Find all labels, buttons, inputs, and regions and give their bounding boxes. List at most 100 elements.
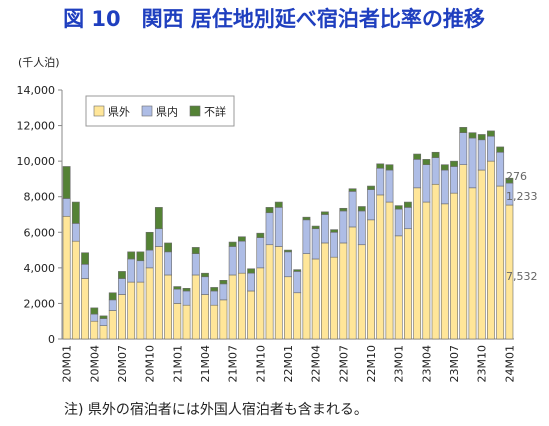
bar-segment-kennai: [173, 288, 182, 304]
bar-segment-kennai: [81, 263, 89, 279]
bar-segment-kennai: [191, 253, 200, 276]
bar-segment-kennai: [265, 212, 274, 246]
bar-segment-fusho: [265, 207, 274, 214]
bar-segment-fusho: [127, 251, 136, 260]
bar-segment-kennai: [136, 260, 145, 283]
x-tick-label: 23M01: [393, 345, 406, 383]
y-tick-label: 4,000: [24, 262, 56, 275]
bar-segment-kengai: [274, 246, 283, 340]
y-tick-label: 10,000: [17, 155, 56, 168]
bar-segment-kennai: [422, 164, 431, 203]
legend-label: 県外: [108, 106, 130, 119]
bar-segment-kennai: [62, 198, 71, 217]
bar-segment-fusho: [284, 249, 292, 253]
bar-segment-kennai: [468, 137, 477, 189]
x-tick-label: 23M04: [420, 345, 433, 383]
bar-segment-fusho: [99, 315, 108, 319]
x-tick-label: 22M01: [282, 345, 295, 383]
bar-segment-kengai: [496, 185, 505, 340]
bar-segment-fusho: [182, 288, 191, 292]
bar-segment-kengai: [62, 215, 71, 340]
bar-segment-fusho: [413, 153, 422, 160]
bar-segment-kengai: [182, 304, 191, 340]
bar-segment-kennai: [71, 223, 80, 242]
bar-segment-fusho: [468, 132, 477, 139]
bar-segment-kengai: [487, 160, 495, 340]
bar-segment-kennai: [348, 191, 357, 228]
bar-segment-fusho: [302, 216, 311, 221]
bar-segment-kennai: [330, 231, 339, 258]
chart: 図 10 関西 居住地別延べ宿泊者比率の推移 (千人泊) 0 2,000 4,000…: [17, 7, 538, 383]
bar-segment-fusho: [108, 292, 117, 301]
y-tick-label: 8,000: [24, 191, 56, 204]
bar-segment-fusho: [330, 229, 339, 233]
bar-segment-kennai: [127, 258, 136, 283]
bar-segment-kengai: [201, 294, 209, 340]
chart-title: 図 10 関西 居住地別延べ宿泊者比率の推移: [63, 7, 485, 31]
bar-segment-kengai: [256, 267, 265, 340]
bar-segment-fusho: [367, 185, 375, 190]
x-tick-label: 20M10: [144, 345, 157, 383]
bar-segment-kengai: [422, 201, 431, 340]
bar-segment-kennai: [404, 207, 412, 230]
bar-segment-kennai: [339, 210, 348, 244]
x-tick-label: 21M01: [171, 345, 184, 383]
bar-segment-fusho: [321, 211, 329, 215]
bar-segment-kengai: [145, 267, 154, 340]
bar-segment-kengai: [265, 244, 274, 340]
bar-segment-kennai: [394, 208, 403, 237]
y-tick-label: 2,000: [24, 297, 56, 310]
bar-segment-kengai: [164, 274, 172, 340]
bar-segment-kengai: [108, 310, 117, 340]
bar-segment-fusho: [164, 242, 172, 253]
bar-segment-fusho: [293, 269, 302, 272]
legend-swatch: [93, 105, 105, 117]
bar-segment-fusho: [154, 207, 163, 230]
bar-segment-kengai: [367, 219, 375, 340]
bar-segment-kennai: [376, 167, 385, 196]
x-tick-label: 21M10: [254, 345, 267, 383]
bar-segment-fusho: [459, 127, 468, 133]
bar-segment-fusho: [394, 205, 403, 210]
bar-segment-kennai: [357, 210, 366, 246]
bar-segment-kennai: [293, 271, 302, 294]
bar-segment-fusho: [256, 232, 265, 238]
bar-segment-kengai: [154, 246, 163, 340]
bar-segment-kennai: [413, 159, 422, 189]
bar-segment-kennai: [450, 166, 458, 194]
bar-segment-kengai: [81, 278, 89, 340]
bar-segment-kengai: [302, 253, 311, 340]
bar-segment-kengai: [431, 183, 440, 340]
bar-segment-fusho: [348, 188, 357, 192]
bar-segment-fusho: [496, 146, 505, 153]
bar-segment-kengai: [247, 290, 255, 340]
bar-segment-fusho: [376, 163, 385, 169]
bar-segment-kennai: [311, 228, 320, 260]
y-tick-label: 0: [48, 333, 55, 346]
bar-segment-kengai: [71, 240, 80, 340]
bar-segment-kengai: [293, 292, 302, 340]
bar-segment-fusho: [237, 236, 246, 242]
bar-segment-kennai: [99, 318, 108, 326]
bar-segment-kengai: [357, 244, 366, 340]
bar-segment-fusho: [81, 252, 89, 265]
x-tick-label: 23M07: [448, 345, 461, 383]
bar-segment-kennai: [145, 249, 154, 269]
bar-segment-kennai: [284, 251, 292, 278]
bar-segment-kengai: [311, 258, 320, 340]
bar-segment-kengai: [99, 325, 108, 340]
bar-segment-fusho: [191, 247, 200, 254]
x-tick-label: 22M04: [310, 345, 323, 383]
x-tick-label: 22M10: [365, 345, 378, 383]
bar-segment-kengai: [440, 203, 449, 340]
bar-segment-kengai: [118, 294, 126, 340]
bar-segment-kengai: [219, 299, 228, 340]
bar-segment-fusho: [210, 287, 219, 292]
data-label-fusho: 276: [506, 170, 527, 183]
bar-segment-kennai: [219, 283, 228, 301]
bar-segment-kennai: [487, 135, 495, 162]
legend: 県外 県内 不詳: [85, 95, 235, 127]
bar-segment-kengai: [468, 187, 477, 340]
bar-segment-kengai: [228, 274, 237, 340]
bar-segment-kennai: [108, 299, 117, 311]
